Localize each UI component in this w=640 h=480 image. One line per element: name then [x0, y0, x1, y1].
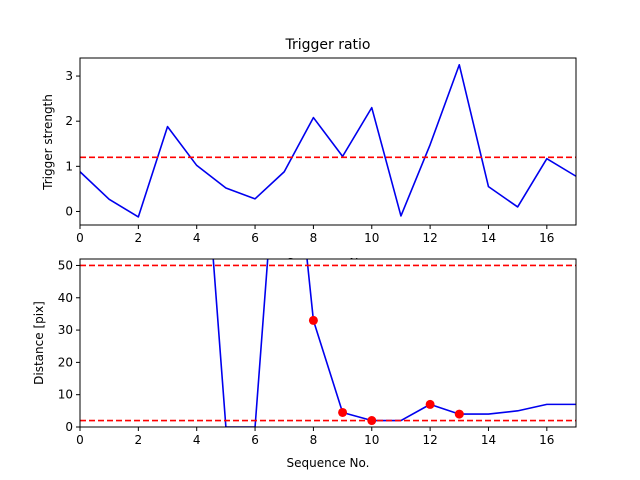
bottom-marker-point: [425, 399, 435, 409]
bottom-y-tick-label: 10: [58, 388, 73, 402]
top-chart-title: Trigger ratio: [284, 37, 370, 53]
top-x-tick-label: 12: [422, 231, 437, 245]
bottom-marker-point: [454, 409, 464, 419]
top-y-tick-label: 1: [65, 159, 73, 173]
bottom-y-tick-label: 0: [65, 420, 73, 434]
top-y-axis-label: Trigger strength: [41, 94, 55, 191]
top-x-tick-label: 10: [364, 231, 379, 245]
bottom-x-tick-label: 2: [135, 433, 143, 447]
top-series-line-0: [80, 63, 576, 218]
bottom-x-tick-label: 12: [422, 433, 437, 447]
top-y-tick-label: 2: [65, 114, 73, 128]
top-x-tick-label: 16: [539, 231, 554, 245]
bottom-marker-point: [367, 416, 377, 426]
top-x-tick-label: 4: [193, 231, 201, 245]
bottom-x-tick-label: 0: [76, 433, 84, 447]
bottom-marker-point: [338, 407, 348, 417]
bottom-x-tick-label: 8: [310, 433, 318, 447]
bottom-x-tick-label: 6: [251, 433, 259, 447]
top-axes-frame: [79, 57, 577, 226]
bottom-x-tick-label: 14: [481, 433, 496, 447]
bottom-y-axis-label: Distance [pix]: [32, 301, 46, 385]
bottom-x-axis-label: Sequence No.: [287, 456, 370, 470]
bottom-y-tick-label: 30: [58, 323, 73, 337]
bottom-x-tick-label: 4: [193, 433, 201, 447]
top-x-tick-label: 8: [310, 231, 318, 245]
bottom-x-tick-label: 16: [539, 433, 554, 447]
top-x-tick-label: 6: [251, 231, 259, 245]
bottom-y-tick-label: 50: [58, 258, 73, 272]
bottom-y-tick-label: 40: [58, 291, 73, 305]
bottom-y-tick-label: 20: [58, 355, 73, 369]
bottom-axes-frame: [79, 258, 577, 428]
top-x-tick-label: 14: [481, 231, 496, 245]
top-y-tick-label: 0: [65, 204, 73, 218]
top-y-tick-label: 3: [65, 69, 73, 83]
top-x-tick-label: 0: [76, 231, 84, 245]
top-x-tick-label: 2: [135, 231, 143, 245]
bottom-marker-point: [308, 315, 318, 325]
bottom-x-tick-label: 10: [364, 433, 379, 447]
